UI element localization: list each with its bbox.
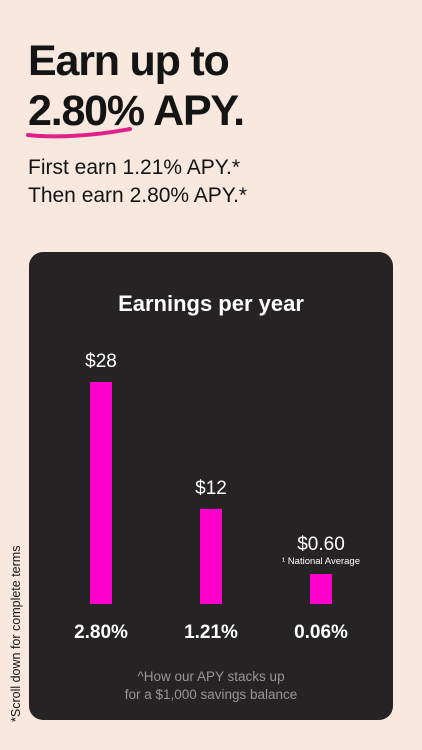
subhead-line-1: First earn 1.21% APY.* (28, 156, 241, 179)
headline-line-2: 2.80% APY. (26, 86, 245, 139)
category-label-2: 1.21% (184, 622, 238, 643)
category-label-1: 2.80% (74, 622, 128, 643)
bar-value-label-3: $0.60 (297, 534, 345, 555)
category-label-3: 0.06% (294, 622, 348, 643)
underline-swoosh-icon (26, 127, 132, 139)
subhead: First earn 1.21% APY.* Then earn 2.80% A… (28, 154, 247, 210)
headline: Earn up to 2.80% APY. (26, 36, 245, 139)
chart-footnote-line-2: for a $1,000 savings balance (124, 687, 298, 702)
subhead-line-2: Then earn 2.80% APY.* (28, 184, 248, 207)
bar-3 (310, 574, 332, 604)
bar-value-label-2: $12 (195, 478, 227, 499)
headline-line-1: Earn up to (28, 37, 230, 85)
underline-swoosh-path (26, 127, 132, 139)
chart-footnote: ^How our APY stacks up for a $1,000 savi… (0, 668, 422, 704)
chart-footnote-line-1: ^How our APY stacks up (137, 669, 285, 684)
bar-annotation-3: ¹ National Average (282, 556, 360, 567)
bar-1 (90, 382, 112, 604)
bar-value-label-1: $28 (85, 351, 117, 372)
headline-rate-wrap: 2.80% (26, 86, 145, 139)
bar-2 (200, 508, 222, 604)
earnings-chart-card (29, 252, 393, 720)
chart-title: Earnings per year (118, 291, 304, 316)
headline-suffix: APY. (153, 87, 245, 135)
headline-rate: 2.80% (28, 87, 145, 135)
